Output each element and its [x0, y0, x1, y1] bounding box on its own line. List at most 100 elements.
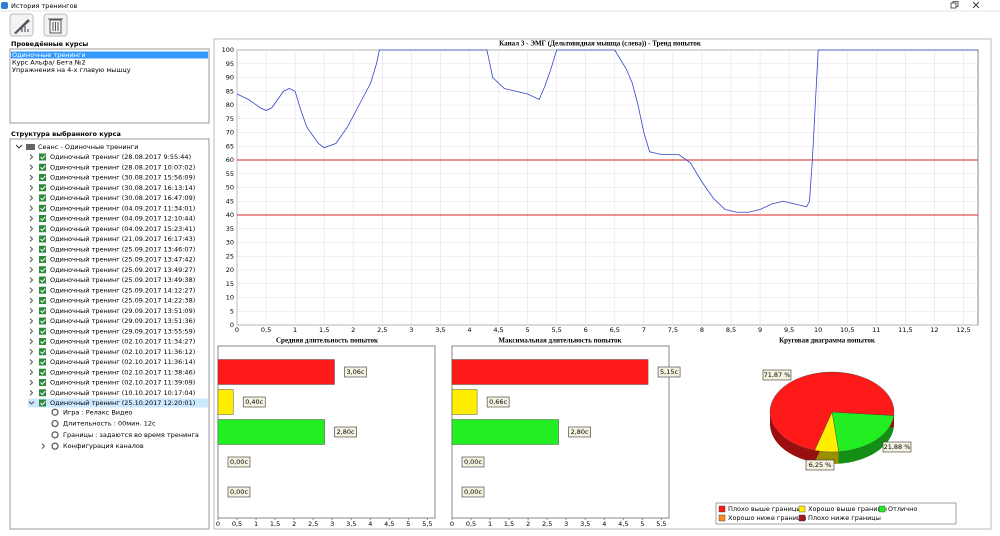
- checkbox[interactable]: [39, 256, 46, 263]
- detail-item[interactable]: Конфигурация каналов: [63, 442, 144, 450]
- edit-button[interactable]: [9, 13, 34, 37]
- session-item[interactable]: Одиночный тренинг (30.08.2017 16:47:09): [50, 194, 195, 202]
- checkbox[interactable]: [39, 327, 46, 335]
- checkbox[interactable]: [39, 204, 46, 212]
- session-item[interactable]: Одиночный тренинг (28.08.2017 9:55:44): [50, 153, 191, 161]
- checkbox[interactable]: [39, 174, 46, 181]
- detail-item[interactable]: Границы : задаются во время тренинга: [63, 431, 199, 439]
- expand-arrow[interactable]: [29, 164, 34, 171]
- session-item[interactable]: Одиночный тренинг (25.09.2017 13:49:38): [50, 276, 195, 284]
- checkbox[interactable]: [39, 297, 46, 304]
- session-item[interactable]: Одиночный тренинг (25.09.2017 14:12:27): [50, 286, 195, 294]
- session-item[interactable]: Одиночный тренинг (29.09.2017 13:51:36): [50, 317, 195, 325]
- checkbox[interactable]: [39, 338, 46, 345]
- expand-arrow[interactable]: [29, 287, 34, 294]
- session-item[interactable]: Одиночный тренинг (02.10.2017 11:36:14): [50, 358, 195, 366]
- session-item[interactable]: Одиночный тренинг (04.09.2017 12:10:44): [50, 215, 195, 223]
- checkbox[interactable]: [39, 389, 46, 397]
- expand-arrow[interactable]: [29, 205, 34, 212]
- checkbox[interactable]: [39, 286, 46, 294]
- checkbox[interactable]: [39, 348, 46, 356]
- course-item[interactable]: Курс Альфа/ Бета №2: [12, 59, 86, 67]
- expand-arrow[interactable]: [29, 338, 34, 345]
- course-item[interactable]: Упражнения на 4-х главую мышцу: [12, 66, 131, 74]
- checkbox[interactable]: [39, 399, 46, 407]
- expand-arrow[interactable]: [41, 443, 46, 450]
- expand-arrow[interactable]: [29, 225, 34, 232]
- expand-arrow[interactable]: [29, 297, 34, 304]
- close-button[interactable]: [972, 1, 980, 9]
- expand-arrow[interactable]: [29, 266, 34, 273]
- expand-arrow[interactable]: [29, 379, 34, 386]
- delete-button[interactable]: [43, 13, 68, 37]
- checkmark: [40, 339, 46, 345]
- session-item[interactable]: Одиночный тренинг (25.09.2017 13:47:42): [50, 256, 195, 264]
- session-item[interactable]: Одиночный тренинг (25.10.2017 12:20:01): [50, 399, 195, 407]
- session-item[interactable]: Одиночный тренинг (25.09.2017 13:49:27): [50, 266, 195, 274]
- value-label: 0,00с: [464, 458, 482, 466]
- session-item[interactable]: Одиночный тренинг (10.10.2017 10:17:04): [50, 389, 195, 397]
- checkbox[interactable]: [39, 184, 46, 192]
- selected-row: [11, 51, 208, 59]
- expand-arrow[interactable]: [29, 369, 34, 376]
- value-label: 0,00с: [464, 488, 482, 496]
- session-item[interactable]: Одиночный тренинг (30.08.2017 15:56:09): [50, 174, 195, 182]
- checkbox[interactable]: [39, 215, 46, 222]
- session-item[interactable]: Одиночный тренинг (29.09.2017 13:55:59): [50, 327, 195, 335]
- checkbox[interactable]: [39, 266, 46, 274]
- expand-arrow[interactable]: [29, 348, 34, 355]
- expand-arrow[interactable]: [29, 318, 34, 324]
- session-item[interactable]: Одиночный тренинг (04.09.2017 11:34:01): [50, 204, 195, 212]
- x-tick-label: 4,5: [384, 520, 394, 528]
- session-item[interactable]: Одиночный тренинг (30.08.2017 16:13:14): [50, 184, 195, 192]
- checkbox[interactable]: [39, 358, 46, 366]
- x-tick-label: 7,5: [668, 326, 678, 334]
- expand-arrow[interactable]: [29, 246, 34, 253]
- session-item[interactable]: Одиночный тренинг (29.09.2017 13:51:09): [50, 307, 195, 315]
- expand-arrow[interactable]: [29, 174, 34, 181]
- y-tick-label: 60: [226, 156, 234, 164]
- session-item[interactable]: Одиночный тренинг (25.09.2017 14:22:38): [50, 297, 195, 305]
- expand-arrow[interactable]: [29, 184, 34, 191]
- expand-arrow[interactable]: [29, 256, 34, 263]
- expand-arrow[interactable]: [29, 277, 34, 283]
- checkbox[interactable]: [39, 163, 46, 171]
- checkbox[interactable]: [39, 153, 46, 161]
- detail-item[interactable]: Игра : Релакс Видео: [63, 408, 133, 416]
- checkbox[interactable]: [39, 276, 46, 284]
- checkbox[interactable]: [39, 245, 46, 253]
- expand-arrow[interactable]: [29, 154, 34, 160]
- detail-item[interactable]: Длительность : 00мин. 12с: [63, 420, 156, 428]
- checkbox[interactable]: [39, 368, 46, 376]
- session-item[interactable]: Одиночный тренинг (02.10.2017 11:36:12): [50, 348, 195, 356]
- expand-arrow[interactable]: [29, 195, 34, 201]
- session-item[interactable]: Одиночный тренинг (02.10.2017 11:39:09): [50, 379, 195, 387]
- session-item[interactable]: Одиночный тренинг (21.09.2017 16:17:43): [50, 235, 195, 243]
- checkbox[interactable]: [39, 317, 46, 325]
- x-tick-label: 8,5: [726, 326, 736, 334]
- value-label: 21,88 %: [884, 443, 911, 451]
- restore-button[interactable]: [950, 1, 959, 9]
- expand-arrow[interactable]: [29, 215, 34, 222]
- checkbox[interactable]: [39, 194, 46, 202]
- x-tick-label: 12,5: [956, 326, 970, 334]
- session-item[interactable]: Одиночный тренинг (02.10.2017 11:38:46): [50, 368, 195, 376]
- expand-arrow[interactable]: [15, 144, 23, 149]
- expand-arrow[interactable]: [29, 359, 34, 365]
- session-item[interactable]: Одиночный тренинг (02.10.2017 11:34:27): [50, 338, 195, 346]
- course-item[interactable]: Одиночные тренинги: [12, 51, 86, 59]
- session-item[interactable]: Одиночный тренинг (25.09.2017 13:46:07): [50, 245, 195, 253]
- expand-arrow[interactable]: [28, 401, 35, 405]
- expand-arrow[interactable]: [29, 328, 34, 335]
- checkbox[interactable]: [39, 307, 46, 315]
- checkbox[interactable]: [39, 225, 46, 233]
- expand-arrow[interactable]: [29, 389, 34, 396]
- tree-root[interactable]: Сеанс - Одиночные тренинги: [38, 143, 138, 151]
- checkbox[interactable]: [39, 235, 46, 243]
- window-title: История тренингов: [11, 2, 78, 10]
- session-item[interactable]: Одиночный тренинг (28.08.2017 10:07:02): [50, 163, 195, 171]
- expand-arrow[interactable]: [29, 307, 34, 314]
- expand-arrow[interactable]: [29, 236, 34, 242]
- checkbox[interactable]: [39, 379, 46, 386]
- session-item[interactable]: Одиночный тренинг (04.09.2017 15:23:41): [50, 225, 195, 233]
